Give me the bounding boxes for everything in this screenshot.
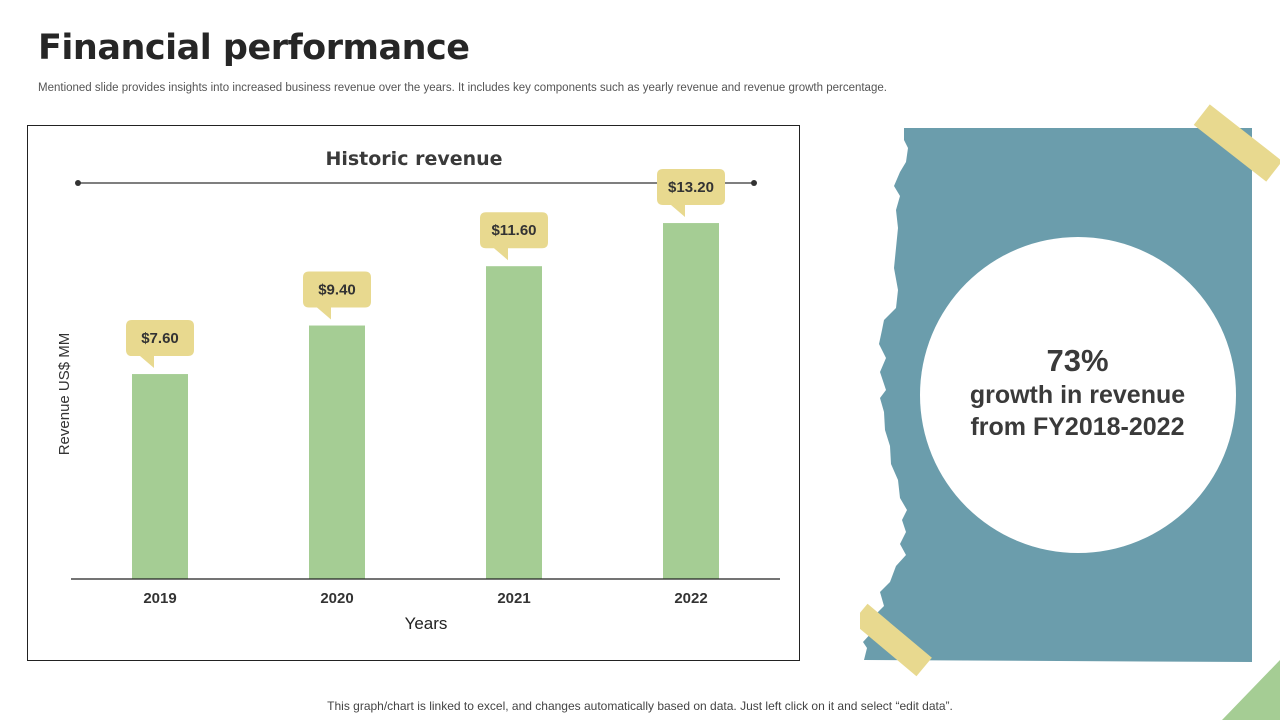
chart-title: Historic revenue (325, 148, 502, 170)
divider-dot-left (75, 180, 81, 186)
divider-dot-right (751, 180, 757, 186)
tape-bottom-left (860, 603, 932, 677)
growth-callout: 73% growth in revenue from FY2018-2022 (860, 100, 1280, 720)
bar-2020[interactable] (309, 325, 365, 579)
data-label-2021: $11.60 (491, 222, 536, 239)
page-title: Financial performance (38, 28, 470, 68)
bars-layer: $7.60 $9.40 $11.60 $13.20 (126, 169, 725, 579)
data-label-2019: $7.60 (141, 330, 179, 347)
y-axis-title: Revenue US$ MM (56, 333, 73, 456)
x-tick-2019: 2019 (143, 590, 176, 607)
x-tick-labels: 2019 2020 2021 2022 (143, 590, 707, 607)
callout-circle (920, 237, 1236, 553)
tape-top-right (1193, 104, 1280, 182)
data-label-2020: $9.40 (318, 282, 356, 299)
x-tick-2022: 2022 (674, 590, 707, 607)
callout-graphic (860, 104, 1280, 720)
revenue-chart-svg: Historic revenue $7.60$9.40$11.60$13.20 … (56, 148, 780, 633)
growth-description: growth in revenue from FY2018-2022 (969, 380, 1186, 441)
bar-2021[interactable] (486, 266, 542, 579)
growth-stat: 73% growth in revenue from FY2018-2022 (920, 235, 1235, 550)
page-subtitle: Mentioned slide provides insights into i… (38, 82, 887, 94)
data-label-bubble-2019 (126, 320, 194, 369)
bar-2022[interactable] (663, 223, 719, 579)
bar-2019[interactable] (132, 374, 188, 579)
data-label-bubble-2020 (303, 271, 371, 320)
revenue-chart[interactable]: Historic revenue $7.60 $9.40 $11.60 $13.20 … (27, 125, 800, 661)
data-label-2022: $13.20 (668, 179, 714, 196)
data-label-bubble-2021 (480, 212, 548, 261)
data-label-bubble-2022 (657, 169, 725, 218)
growth-percent: 73% (1046, 342, 1109, 378)
x-tick-2021: 2021 (497, 590, 530, 607)
corner-leaf-decoration (1222, 660, 1280, 720)
x-tick-2020: 2020 (320, 590, 353, 607)
footnote: This graph/chart is linked to excel, and… (327, 699, 953, 713)
x-axis-title: Years (405, 614, 448, 633)
